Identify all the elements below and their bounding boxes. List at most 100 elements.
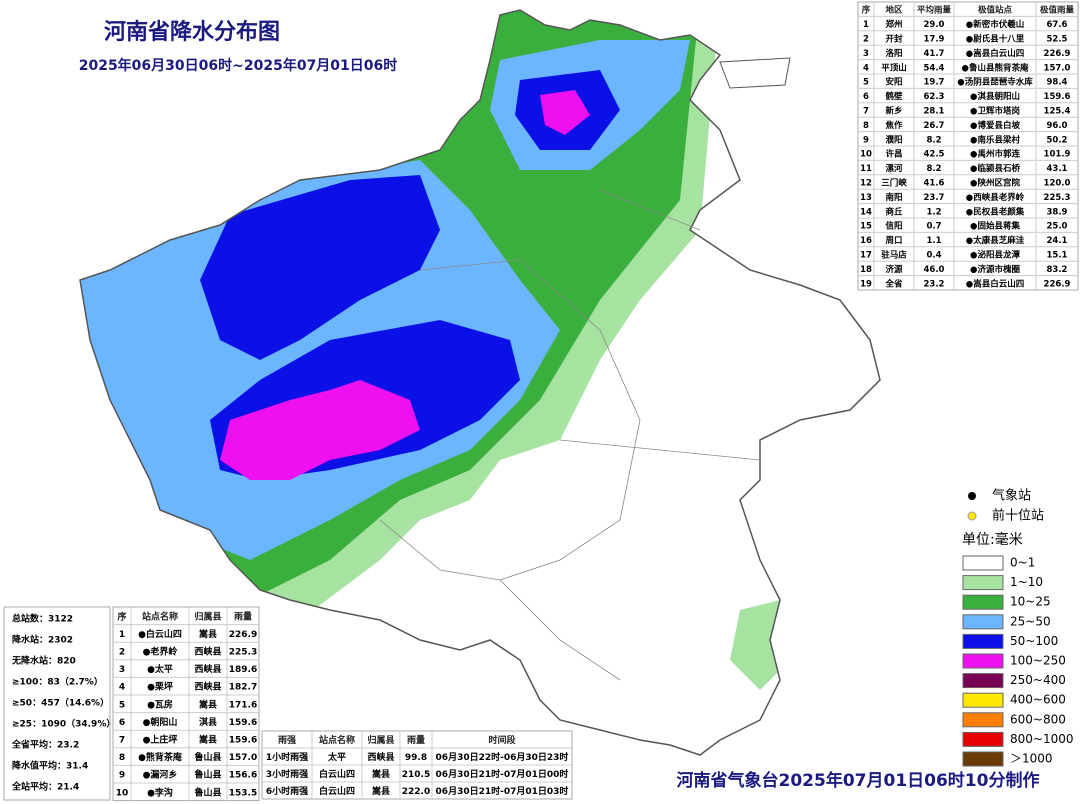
table-cell: 太平	[327, 751, 346, 763]
table-cell: 41.6	[924, 179, 945, 189]
table-cell: 12	[860, 179, 872, 189]
table-header: 归属县	[194, 610, 221, 622]
legend-label: 25~50	[1010, 614, 1051, 628]
legend-station: 气象站	[992, 488, 1031, 504]
table-cell: 三门峡	[881, 178, 907, 189]
table-cell: 7	[863, 107, 869, 117]
table-cell: 83.2	[1047, 265, 1068, 275]
table-cell: 159.6	[229, 736, 257, 746]
table-cell: ●新密市伏羲山	[966, 19, 1024, 30]
table-cell: 8	[863, 121, 869, 131]
table-cell: 26.7	[924, 121, 945, 131]
table-cell: 120.0	[1044, 179, 1071, 189]
table-cell: 濮阳	[885, 134, 902, 145]
table-cell: 28.1	[924, 107, 945, 117]
table-cell: 嵩县	[199, 734, 217, 746]
table-cell: 0.4	[926, 251, 941, 261]
table-cell: 1.1	[926, 236, 941, 246]
station-symbol	[968, 492, 976, 500]
legend-swatch	[962, 751, 1004, 767]
table-cell: 3小时雨强	[266, 768, 308, 780]
table-cell: 鲁山县	[194, 769, 221, 781]
table-cell: 96.0	[1047, 121, 1068, 131]
table-cell: 15	[860, 222, 872, 232]
table-cell: 62.3	[924, 92, 945, 102]
table-cell: ●上庄坪	[143, 734, 178, 746]
table-cell: ●白云山四	[138, 628, 182, 640]
table-cell: 43.1	[1047, 164, 1068, 174]
table-header: 序	[861, 5, 871, 16]
table-header: 归属县	[367, 734, 394, 746]
legend-unit: 单位:毫米	[962, 531, 1023, 548]
table-cell: 159.6	[1044, 92, 1071, 102]
table-cell: 226.9	[1044, 49, 1071, 59]
table-cell: 99.8	[405, 753, 427, 763]
top-ten: 序站点名称 归属县 雨量1 ●白云山四 嵩县 226.92 ●老界岭 西峡县 225.33 ●太平…	[112, 606, 260, 802]
legend-label: 800~1000	[1010, 732, 1074, 746]
table-cell: 1	[119, 630, 125, 640]
table-cell: ●漏河乡	[143, 769, 178, 781]
legend-swatch	[962, 614, 1004, 630]
table-cell: 西峡县	[367, 751, 394, 763]
table-cell: ●太康县芝麻洼	[966, 235, 1025, 246]
table-cell: 153.5	[229, 788, 257, 798]
table-cell: 1	[863, 20, 869, 30]
table-cell: 52.5	[1047, 35, 1068, 45]
table-cell: 西峡县	[194, 646, 221, 658]
table-cell: 周口	[885, 235, 902, 246]
top-station-symbol	[967, 511, 977, 521]
table-cell: ●泌阳县龙潭	[970, 250, 1020, 261]
table-cell: 225.3	[229, 648, 257, 658]
table-header: 极值站点	[978, 5, 1013, 16]
legend-label: 400~600	[1010, 693, 1066, 707]
stat: 降水值平均：31.4	[12, 760, 88, 772]
table-cell: 嵩县	[372, 768, 390, 780]
table-cell: 3	[119, 665, 125, 675]
table-cell: 商丘	[885, 206, 903, 217]
table-header: 站点名称	[319, 734, 355, 746]
table-cell: ●栗坪	[147, 681, 173, 693]
table-cell: 济源	[885, 264, 903, 275]
table-cell: 159.6	[229, 718, 257, 728]
legend-swatch	[962, 594, 1004, 610]
table-cell: 平顶山	[881, 62, 907, 73]
table-cell: 鲁山县	[194, 751, 221, 763]
table-frame	[112, 606, 260, 802]
table-cell: 42.5	[924, 150, 945, 160]
table-cell: 18	[860, 265, 872, 275]
table-cell: 101.9	[1044, 150, 1071, 160]
table-cell: 6	[863, 92, 869, 102]
table-cell: 白云山四	[319, 785, 355, 797]
table-cell: 19.7	[924, 78, 945, 88]
legend-label: 0~1	[1010, 556, 1035, 570]
table-cell: 25.0	[1047, 222, 1068, 232]
table-cell: 06月30日21时-07月01日03时	[436, 785, 569, 797]
table-cell: 182.7	[229, 683, 257, 693]
table-cell: 222.0	[402, 787, 430, 797]
table-cell: 2	[863, 35, 869, 45]
table-cell: 5	[863, 78, 869, 88]
table-cell: 4	[119, 683, 125, 693]
table-cell: ●固始县蒋集	[970, 221, 1020, 232]
table-cell: 50.2	[1047, 135, 1068, 145]
table-cell: 洛阳	[885, 48, 902, 59]
legend-swatch	[962, 712, 1004, 728]
table-cell: 06月30日22时-06月30日23时	[436, 751, 569, 763]
table-cell: 226.9	[229, 630, 257, 640]
table-cell: 焦作	[884, 120, 903, 131]
intensity: 雨强 站点名称 归属县 雨量 时间段 1小时雨强 太平 西峡县 99.8 06月30日22时-06…	[261, 730, 573, 800]
table-cell: 白云山四	[319, 768, 355, 780]
table-cell: 210.5	[402, 770, 430, 780]
table-cell: 23.2	[924, 279, 945, 289]
table-cell: ●李沟	[147, 786, 173, 798]
table-cell: 嵩县	[199, 628, 217, 640]
table-cell: 125.4	[1044, 107, 1071, 117]
table-cell: 驻马店	[881, 250, 907, 261]
table-cell: 信阳	[885, 221, 902, 232]
table-header: 平均雨量	[917, 5, 952, 16]
table-cell: 3	[863, 49, 869, 59]
legend-swatch	[962, 692, 1004, 708]
stat: 总站数：3122	[12, 613, 73, 625]
legend-swatch	[962, 575, 1004, 591]
legend-label: 250~400	[1010, 673, 1066, 687]
